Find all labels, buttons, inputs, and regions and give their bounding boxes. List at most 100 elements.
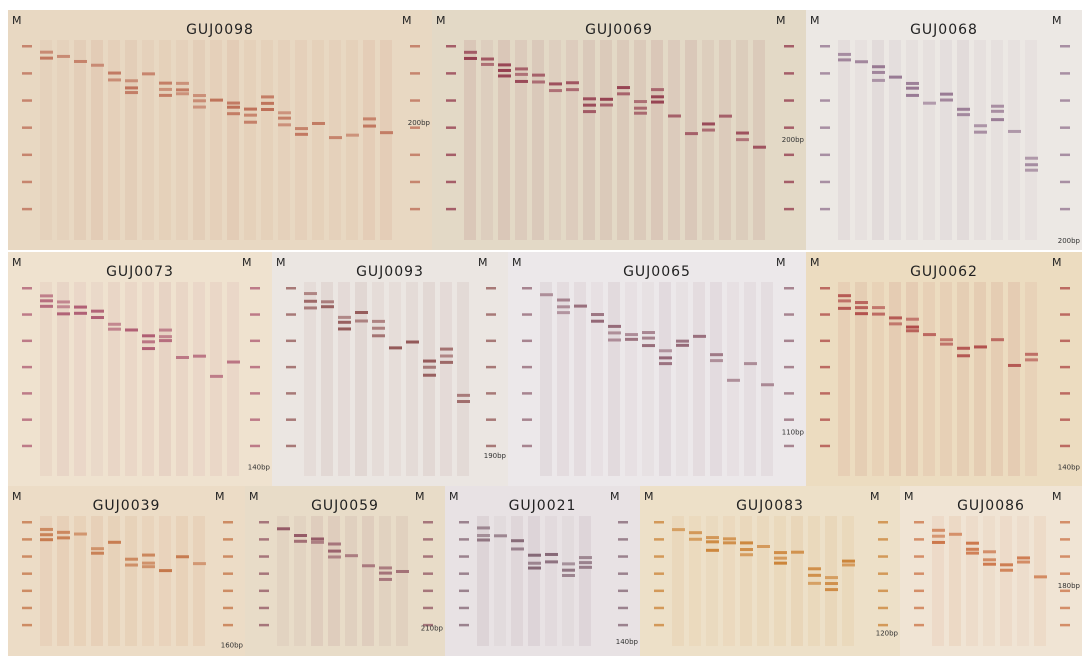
ladder-band <box>410 45 420 48</box>
dna-band <box>74 60 87 63</box>
lane-smear <box>761 282 773 476</box>
dna-band <box>57 531 70 534</box>
ladder-band <box>446 126 456 129</box>
ladder-band <box>22 392 32 395</box>
dna-band <box>108 323 121 326</box>
marker-label: M <box>810 256 820 269</box>
dna-band <box>57 536 70 539</box>
dna-band <box>355 311 368 314</box>
ladder-band <box>1060 45 1070 48</box>
dna-band <box>974 131 987 134</box>
ladder-band <box>820 313 830 316</box>
dna-band <box>142 334 155 337</box>
ladder-band <box>486 445 496 448</box>
dna-band <box>159 339 172 342</box>
lane-smear <box>974 40 986 240</box>
lane-smear <box>668 40 680 240</box>
lane-smear <box>227 282 239 476</box>
ladder-band <box>22 590 32 593</box>
ladder-band <box>22 418 32 421</box>
lane-smear <box>193 282 205 476</box>
lane-smear <box>1034 516 1046 646</box>
dna-band <box>685 132 698 135</box>
lane-smear <box>966 516 978 646</box>
dna-band <box>363 117 376 120</box>
lane-smear <box>278 40 290 240</box>
dna-band <box>727 379 740 382</box>
lane-smear <box>532 40 544 240</box>
lane-smear <box>872 282 884 476</box>
dna-band <box>40 533 53 536</box>
ladder-band <box>654 538 664 541</box>
dna-band <box>723 541 736 544</box>
lane-smear <box>991 40 1003 240</box>
dna-band <box>91 310 104 313</box>
lane-smear <box>940 40 952 240</box>
ladder-band <box>459 607 469 610</box>
dna-band <box>108 78 121 81</box>
ladder-band <box>486 313 496 316</box>
lane-smear <box>744 282 756 476</box>
dna-band <box>372 334 385 337</box>
dna-band <box>321 305 334 308</box>
ladder-band <box>486 392 496 395</box>
ladder-band <box>522 340 532 343</box>
dna-band <box>740 548 753 551</box>
dna-band <box>74 312 87 315</box>
ladder-band <box>410 154 420 157</box>
ladder-band <box>1060 538 1070 541</box>
dna-band <box>906 82 919 85</box>
dna-band <box>142 565 155 568</box>
ladder-band <box>1060 154 1070 157</box>
dna-band <box>528 562 541 565</box>
lane-smear <box>91 516 103 646</box>
lane-smear <box>227 40 239 240</box>
dna-band <box>540 293 553 296</box>
dna-band <box>91 64 104 67</box>
ladder-band <box>1060 521 1070 524</box>
dna-band <box>457 394 470 397</box>
ladder-band <box>1060 392 1070 395</box>
ladder-band <box>223 624 233 627</box>
lane-smear <box>423 282 435 476</box>
lane-smear <box>685 40 697 240</box>
dna-band <box>642 337 655 340</box>
ladder-band <box>446 72 456 75</box>
dna-band <box>457 400 470 403</box>
lane-smear <box>625 282 637 476</box>
ladder-band <box>22 572 32 575</box>
ladder-band <box>820 181 830 184</box>
panel-title: GUJ0069 <box>585 22 653 38</box>
ladder-band <box>784 181 794 184</box>
ladder-band <box>259 521 269 524</box>
dna-band <box>477 526 490 529</box>
marker-label: M <box>904 490 914 503</box>
ladder-band <box>1060 555 1070 558</box>
dna-band <box>736 138 749 141</box>
dna-band <box>338 327 351 330</box>
lane-smear <box>193 40 205 240</box>
ladder-band <box>22 607 32 610</box>
ladder-band <box>878 624 888 627</box>
dna-band <box>991 110 1004 113</box>
dna-band <box>872 313 885 316</box>
dna-band <box>304 300 317 303</box>
dna-band <box>579 556 592 559</box>
lane-smear <box>693 282 705 476</box>
dna-band <box>557 305 570 308</box>
dna-band <box>940 93 953 96</box>
dna-band <box>872 79 885 82</box>
dna-band <box>774 551 787 554</box>
dna-band <box>40 528 53 531</box>
dna-band <box>193 106 206 109</box>
ladder-band <box>914 538 924 541</box>
dna-band <box>142 72 155 75</box>
lane-smear <box>295 40 307 240</box>
ladder-band <box>446 208 456 211</box>
dna-band <box>244 108 257 111</box>
dna-band <box>345 554 358 557</box>
gel-panel: MMGUJ0021140bp <box>445 486 640 656</box>
lane-smear <box>176 40 188 240</box>
dna-band <box>311 541 324 544</box>
dna-band <box>294 534 307 537</box>
